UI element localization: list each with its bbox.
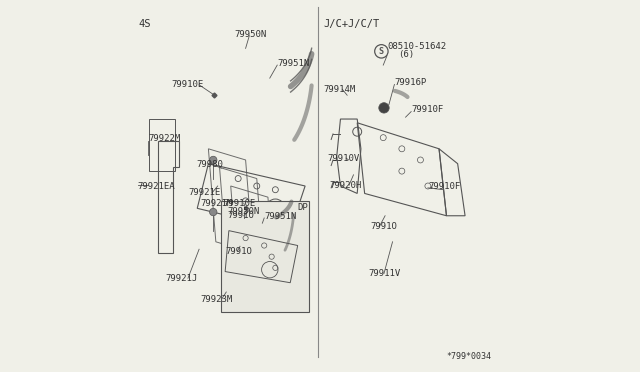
Text: 79951N: 79951N [264,212,296,221]
Text: 79950N: 79950N [234,30,267,39]
Bar [149,119,175,171]
Circle shape [209,208,217,216]
Text: 79916P: 79916P [394,78,427,87]
Text: DP: DP [298,203,308,212]
Circle shape [379,103,389,113]
Text: 79921E: 79921E [188,188,220,197]
Text: 79922M: 79922M [148,134,180,143]
Text: 79910E: 79910E [223,199,255,208]
Bar [221,201,309,312]
Text: 7991O: 7991O [228,211,255,220]
Text: 08510-51642: 08510-51642 [388,42,447,51]
Circle shape [209,156,217,164]
Text: 79921J: 79921J [166,274,198,283]
Text: 79923M: 79923M [200,295,232,304]
Text: 79921M: 79921M [200,199,232,208]
Text: 79914M: 79914M [324,85,356,94]
Text: 7991O: 7991O [225,247,252,256]
Text: J/C+J/C/T: J/C+J/C/T [324,19,380,29]
Text: (6): (6) [398,50,414,59]
Text: 7991O: 7991O [370,222,397,231]
Text: 79910F: 79910F [411,105,444,114]
Text: *799*0034: *799*0034 [447,352,492,361]
Text: 79910E: 79910E [172,80,204,89]
Text: 79951N: 79951N [277,59,310,68]
Text: 79911V: 79911V [369,269,401,278]
Text: 79980: 79980 [196,160,223,169]
Text: S: S [379,47,384,56]
Text: 79910V: 79910V [328,154,360,163]
Text: 4S: 4S [138,19,151,29]
Text: 79910F: 79910F [428,182,460,190]
Text: 79950N: 79950N [228,207,260,216]
Text: 79921EA: 79921EA [138,182,175,191]
Text: 79920H: 79920H [330,181,362,190]
